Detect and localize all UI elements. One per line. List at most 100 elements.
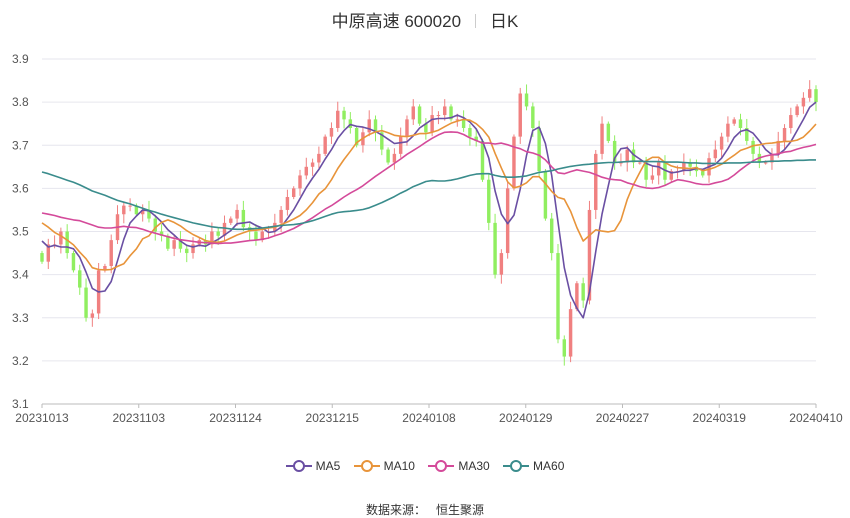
- y-tick-label: 3.8: [12, 95, 29, 109]
- x-tick-label: 20240319: [693, 411, 747, 425]
- legend-ma30-icon: [428, 459, 455, 472]
- candle-body: [128, 205, 132, 207]
- x-axis-labels: 20231013 20231103 20231124 20231215 20240108…: [15, 404, 843, 425]
- candle-body: [650, 175, 655, 180]
- candle-body: [134, 205, 139, 215]
- candle-body: [310, 162, 315, 167]
- ma-line-ma30: [41, 131, 817, 245]
- y-tick-label: 3.5: [12, 225, 29, 239]
- legend: MA5 MA10 MA30 MA60: [0, 458, 850, 473]
- candle-body: [594, 153, 598, 210]
- candle-body: [738, 119, 743, 128]
- y-tick-label: 3.4: [12, 268, 29, 282]
- candle-body: [260, 231, 264, 241]
- candle-body: [147, 209, 151, 219]
- candle-body: [380, 132, 384, 150]
- candle-body: [235, 209, 239, 219]
- candle-body: [392, 153, 397, 163]
- candle-body: [719, 136, 724, 150]
- candle-body: [373, 119, 378, 133]
- candle-body: [612, 140, 617, 163]
- legend-ma5-label: MA5: [315, 458, 341, 473]
- candle-body: [84, 287, 88, 318]
- candle-body: [795, 106, 799, 116]
- candle-body: [65, 231, 69, 254]
- candle-body: [619, 162, 623, 164]
- candle-body: [185, 248, 189, 254]
- candle-body: [443, 106, 447, 116]
- candle-body: [814, 89, 818, 103]
- y-axis-labels: 3.1 3.2 3.3 3.4 3.5 3.6 3.7 3.8 3.9: [12, 52, 29, 411]
- candle-body: [411, 106, 415, 120]
- candle-body: [782, 128, 787, 141]
- legend-item-ma30[interactable]: MA30: [428, 458, 490, 473]
- candle-body: [78, 270, 82, 288]
- candle-body: [59, 231, 63, 245]
- candle-body: [638, 162, 642, 164]
- candle-body: [216, 231, 220, 236]
- candle-body: [304, 166, 309, 176]
- candle-body: [468, 128, 472, 137]
- candle-body: [499, 253, 504, 275]
- candle-body: [229, 218, 233, 223]
- x-tick-label: 20240129: [499, 411, 553, 425]
- candle-body: [644, 162, 648, 180]
- candle-body: [40, 253, 44, 262]
- y-tick-label: 3.2: [12, 354, 29, 368]
- candle-body: [367, 119, 371, 133]
- candle-body: [562, 339, 567, 357]
- moving-average-lines: [41, 101, 817, 319]
- x-tick-label: 20231124: [209, 411, 262, 425]
- legend-item-ma60[interactable]: MA60: [503, 458, 564, 473]
- candle-body: [487, 179, 491, 223]
- title-divider: [475, 14, 477, 28]
- candle-body: [606, 123, 611, 141]
- legend-ma60-icon: [503, 459, 530, 472]
- grid: [42, 58, 816, 405]
- legend-ma30-label: MA30: [458, 458, 490, 473]
- candle-body: [745, 128, 749, 141]
- candle-body: [480, 140, 485, 180]
- y-tick-label: 3.3: [12, 311, 29, 325]
- candle-body: [336, 110, 340, 128]
- candle-body: [417, 106, 422, 124]
- candle-body: [512, 136, 516, 189]
- candle-body: [776, 140, 780, 154]
- ma-line-ma10: [41, 118, 817, 271]
- candle-body: [449, 106, 453, 120]
- x-tick-label: 20240227: [596, 411, 650, 425]
- candle-body: [430, 115, 434, 133]
- y-tick-label: 3.6: [12, 181, 29, 195]
- candle-body: [241, 209, 246, 228]
- candle-body: [398, 136, 403, 154]
- x-tick-label: 20240410: [789, 411, 843, 425]
- chart-title: 中原高速 600020 日K: [0, 7, 850, 32]
- candle-body: [625, 149, 629, 163]
- candle-body: [159, 231, 164, 236]
- candle-body: [405, 119, 409, 137]
- candle-body: [587, 209, 592, 301]
- candle-body: [298, 175, 302, 189]
- candle-body: [424, 123, 428, 133]
- candle-body: [279, 209, 283, 223]
- x-tick-label: 20231103: [113, 411, 166, 425]
- x-tick-label: 20231013: [15, 411, 69, 425]
- candle-body: [789, 115, 793, 128]
- candle-body: [222, 222, 227, 236]
- candle-body: [556, 253, 560, 340]
- legend-item-ma10[interactable]: MA10: [353, 458, 415, 473]
- candle-body: [524, 93, 529, 107]
- x-tick-label: 20240108: [402, 411, 456, 425]
- legend-ma5-icon: [285, 459, 312, 472]
- candle-body: [436, 115, 441, 117]
- candle-body: [713, 149, 718, 159]
- period-label: 日K: [490, 12, 519, 31]
- y-tick-label: 3.9: [12, 52, 29, 66]
- candle-body: [172, 240, 176, 249]
- candle-body: [656, 162, 661, 176]
- candle-body: [191, 244, 195, 254]
- candle-body: [317, 153, 321, 163]
- candle-body: [682, 162, 686, 172]
- legend-item-ma5[interactable]: MA5: [285, 458, 341, 473]
- legend-ma10-icon: [353, 459, 380, 472]
